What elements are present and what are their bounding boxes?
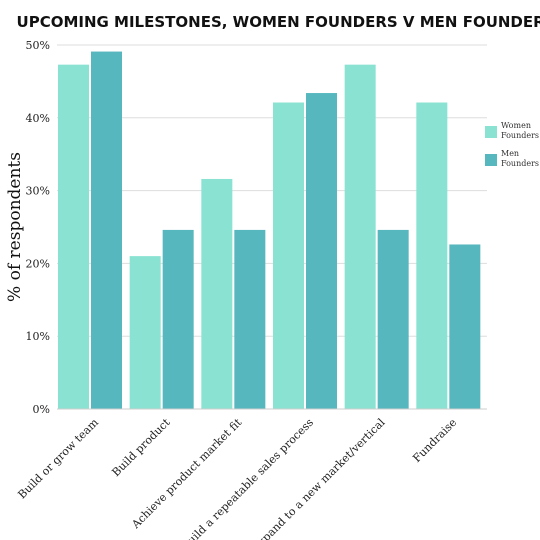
y-axis-ticks: 0% 10% 20% 30% 40% 50%	[26, 39, 50, 416]
legend: Women Founders Men Founders	[485, 121, 539, 168]
bar-women-6	[416, 102, 448, 410]
y-tick-label: 10%	[26, 330, 50, 343]
bar-women-1	[58, 64, 89, 409]
bar-men-2	[162, 229, 194, 409]
bar-men-5	[377, 229, 409, 409]
y-tick-label: 0%	[33, 403, 50, 416]
legend-label: Men Founders	[501, 149, 539, 168]
y-tick-label: 30%	[26, 185, 50, 198]
bar-women-2	[129, 256, 161, 409]
bar-men-3	[234, 229, 266, 409]
x-tick-label: Build or grow team	[15, 416, 101, 502]
legend-swatch	[485, 126, 497, 138]
x-tick-label: Expand to a new market/vertical	[250, 416, 388, 540]
chart-title: UPCOMING MILESTONES, WOMEN FOUNDERS V ME…	[17, 13, 540, 31]
bar-men-6	[449, 244, 481, 409]
bar-women-5	[344, 64, 376, 409]
y-tick-label: 40%	[26, 112, 50, 125]
bar-women-3	[201, 178, 233, 409]
bar-women-4	[273, 102, 304, 410]
x-tick-label: Build a repeatable sales process	[179, 416, 316, 540]
legend-label: Women Founders	[501, 121, 539, 140]
x-tick-label: Fundraise	[410, 416, 459, 465]
bars	[58, 51, 481, 410]
y-axis-label: % of respondents	[5, 152, 25, 302]
legend-swatch	[485, 154, 497, 166]
bar-men-4	[306, 93, 337, 409]
y-tick-label: 20%	[26, 257, 50, 270]
bar-men-1	[91, 51, 122, 409]
y-tick-label: 50%	[26, 39, 50, 52]
x-tick-label: Build product	[109, 416, 173, 480]
